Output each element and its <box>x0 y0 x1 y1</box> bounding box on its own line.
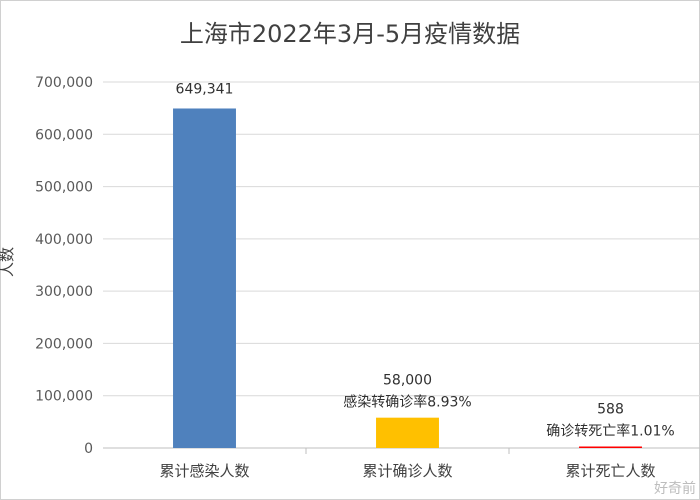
y-tick-label: 0 <box>84 441 93 457</box>
data-label: 588 <box>597 402 624 418</box>
y-tick-label: 300,000 <box>35 284 93 300</box>
y-tick-label: 600,000 <box>35 127 93 143</box>
chart-title: 上海市2022年3月-5月疫情数据 <box>179 20 521 48</box>
bar-3 <box>579 446 642 448</box>
data-label: 58,000 <box>383 373 432 389</box>
data-annotation: 确诊转死亡率1.01% <box>546 423 674 440</box>
x-category-label: 累计死亡人数 <box>565 462 655 480</box>
watermark: 好奇前 <box>654 481 696 497</box>
y-tick-label: 700,000 <box>35 75 93 91</box>
y-tick-label: 100,000 <box>35 389 93 405</box>
y-tick-label: 500,000 <box>35 180 93 196</box>
data-annotation: 感染转确诊率8.93% <box>343 394 471 411</box>
y-tick-label: 200,000 <box>35 336 93 352</box>
y-tick-label: 400,000 <box>35 232 93 248</box>
x-category-label: 累计感染人数 <box>159 462 249 480</box>
data-label: 649,341 <box>176 81 234 97</box>
bar-2 <box>376 417 439 448</box>
x-category-label: 累计确诊人数 <box>362 462 452 480</box>
y-axis-label: 人数 <box>0 247 16 277</box>
bar-1 <box>173 108 236 448</box>
